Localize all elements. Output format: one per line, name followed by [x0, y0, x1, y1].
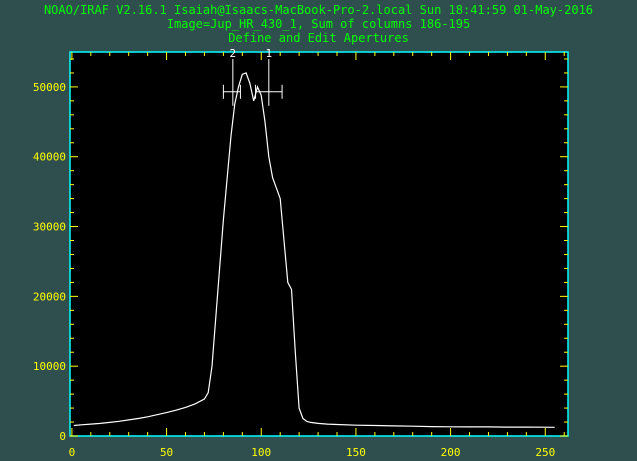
y-tick-label: 0	[59, 430, 66, 443]
y-tick-label: 10000	[33, 360, 66, 373]
header-system-line: NOAO/IRAF V2.16.1 Isaiah@Isaacs-MacBook-…	[43, 3, 594, 17]
y-tick-label: 50000	[33, 81, 66, 94]
y-tick-label: 40000	[33, 151, 66, 164]
y-tick-label: 30000	[33, 221, 66, 234]
x-tick-label: 50	[160, 446, 173, 459]
spectrum-line	[73, 72, 555, 428]
aperture-label: 2	[230, 47, 237, 60]
axis-ticks	[70, 52, 568, 437]
aperture-markers[interactable]: 12	[222, 47, 283, 106]
x-tick-label: 200	[441, 446, 461, 459]
header-image-line: Image=Jup_HR_430_1, Sum of columns 186-1…	[166, 17, 471, 31]
axis-tick-labels: 0 50 100 150 200 250 0 10000 20000 30000 40000 5000…	[33, 81, 555, 459]
header-mode-line: Define and Edit Apertures	[228, 31, 409, 45]
x-tick-label: 0	[69, 446, 76, 459]
x-tick-label: 150	[346, 446, 366, 459]
aperture-1[interactable]: 1	[255, 47, 283, 106]
aperture-label: 1	[266, 47, 273, 60]
plot-frame	[69, 51, 569, 437]
x-tick-label: 250	[535, 446, 555, 459]
y-tick-label: 20000	[33, 290, 66, 303]
x-tick-label: 100	[251, 446, 271, 459]
aperture-2[interactable]: 2	[222, 47, 241, 106]
